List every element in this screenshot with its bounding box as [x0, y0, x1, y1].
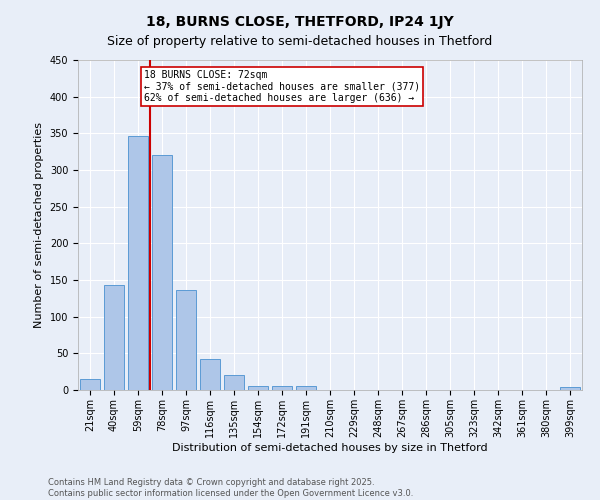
Bar [248, 386, 268, 390]
Bar [272, 386, 292, 390]
Text: 18 BURNS CLOSE: 72sqm
← 37% of semi-detached houses are smaller (377)
62% of sem: 18 BURNS CLOSE: 72sqm ← 37% of semi-deta… [143, 70, 419, 103]
Bar [128, 136, 148, 390]
Text: Contains HM Land Registry data © Crown copyright and database right 2025.
Contai: Contains HM Land Registry data © Crown c… [48, 478, 413, 498]
Bar [224, 376, 244, 390]
Bar [200, 359, 220, 390]
X-axis label: Distribution of semi-detached houses by size in Thetford: Distribution of semi-detached houses by … [172, 442, 488, 452]
Bar [80, 379, 100, 390]
Bar [560, 387, 580, 390]
Bar [296, 386, 316, 390]
Bar [152, 156, 172, 390]
Bar [176, 290, 196, 390]
Text: 18, BURNS CLOSE, THETFORD, IP24 1JY: 18, BURNS CLOSE, THETFORD, IP24 1JY [146, 15, 454, 29]
Y-axis label: Number of semi-detached properties: Number of semi-detached properties [34, 122, 44, 328]
Text: Size of property relative to semi-detached houses in Thetford: Size of property relative to semi-detach… [107, 35, 493, 48]
Bar [104, 285, 124, 390]
